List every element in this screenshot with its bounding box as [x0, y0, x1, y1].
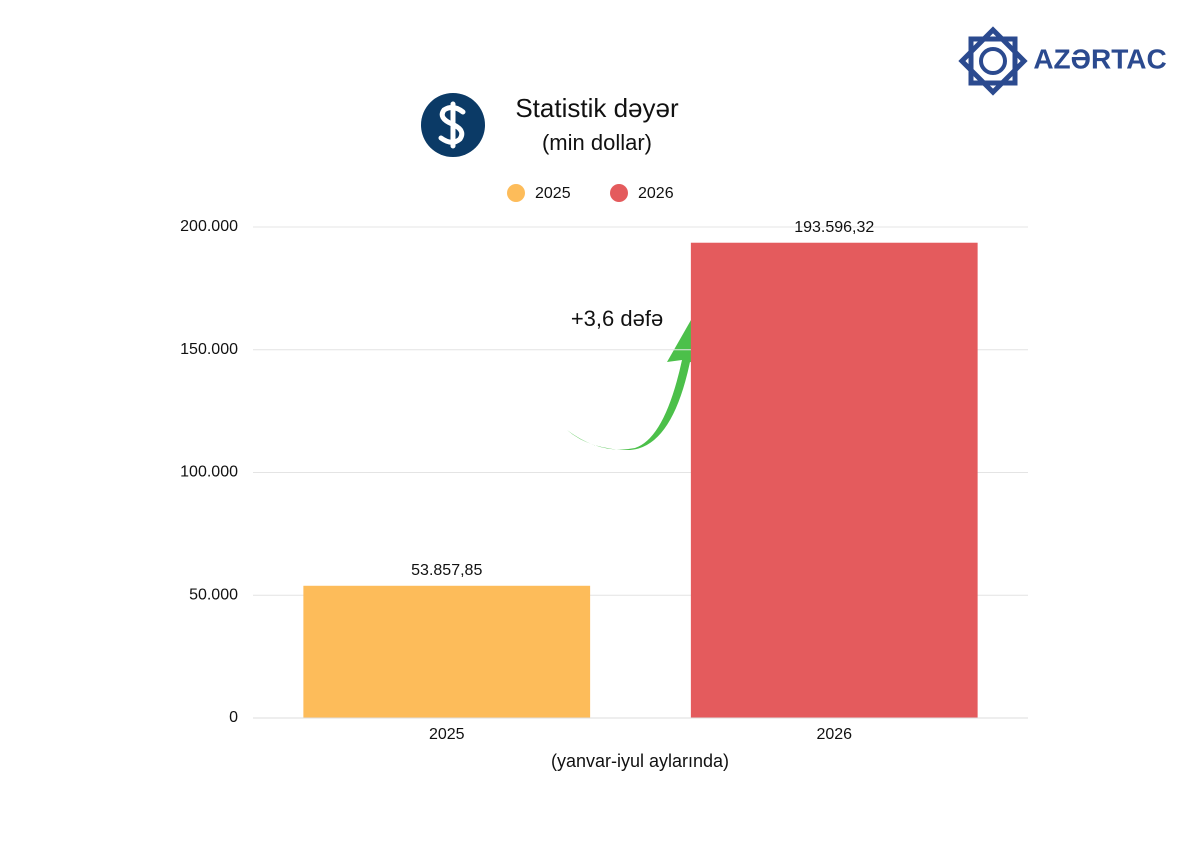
dollar-sign — [438, 101, 466, 149]
data-label: 53.857,85 — [411, 562, 482, 579]
chart-title: Statistik dəyər — [515, 93, 679, 123]
logo-emblem — [958, 26, 1028, 96]
annotation: +3,6 dəfə — [571, 306, 663, 331]
logo-text: AZƏRTAC — [1033, 43, 1166, 74]
y-tick-label: 0 — [229, 709, 238, 726]
x-axis-label: (yanvar-iyul aylarında) — [551, 751, 729, 771]
legend-marker — [507, 184, 525, 202]
legend-label: 2026 — [638, 185, 674, 202]
legend-marker — [610, 184, 628, 202]
data-label: 193.596,32 — [794, 219, 874, 236]
y-tick-label: 200.000 — [180, 218, 238, 235]
x-tick-label: 2025 — [429, 726, 465, 743]
bar — [690, 242, 978, 718]
x-tick-label: 2026 — [816, 726, 852, 743]
y-tick-label: 150.000 — [180, 341, 238, 358]
y-tick-label: 50.000 — [189, 586, 238, 603]
y-tick-label: 100.000 — [180, 464, 238, 481]
growth-arrow — [567, 320, 705, 450]
legend-label: 2025 — [535, 185, 571, 202]
bar — [303, 585, 591, 718]
chart-subtitle: (min dollar) — [542, 130, 652, 155]
